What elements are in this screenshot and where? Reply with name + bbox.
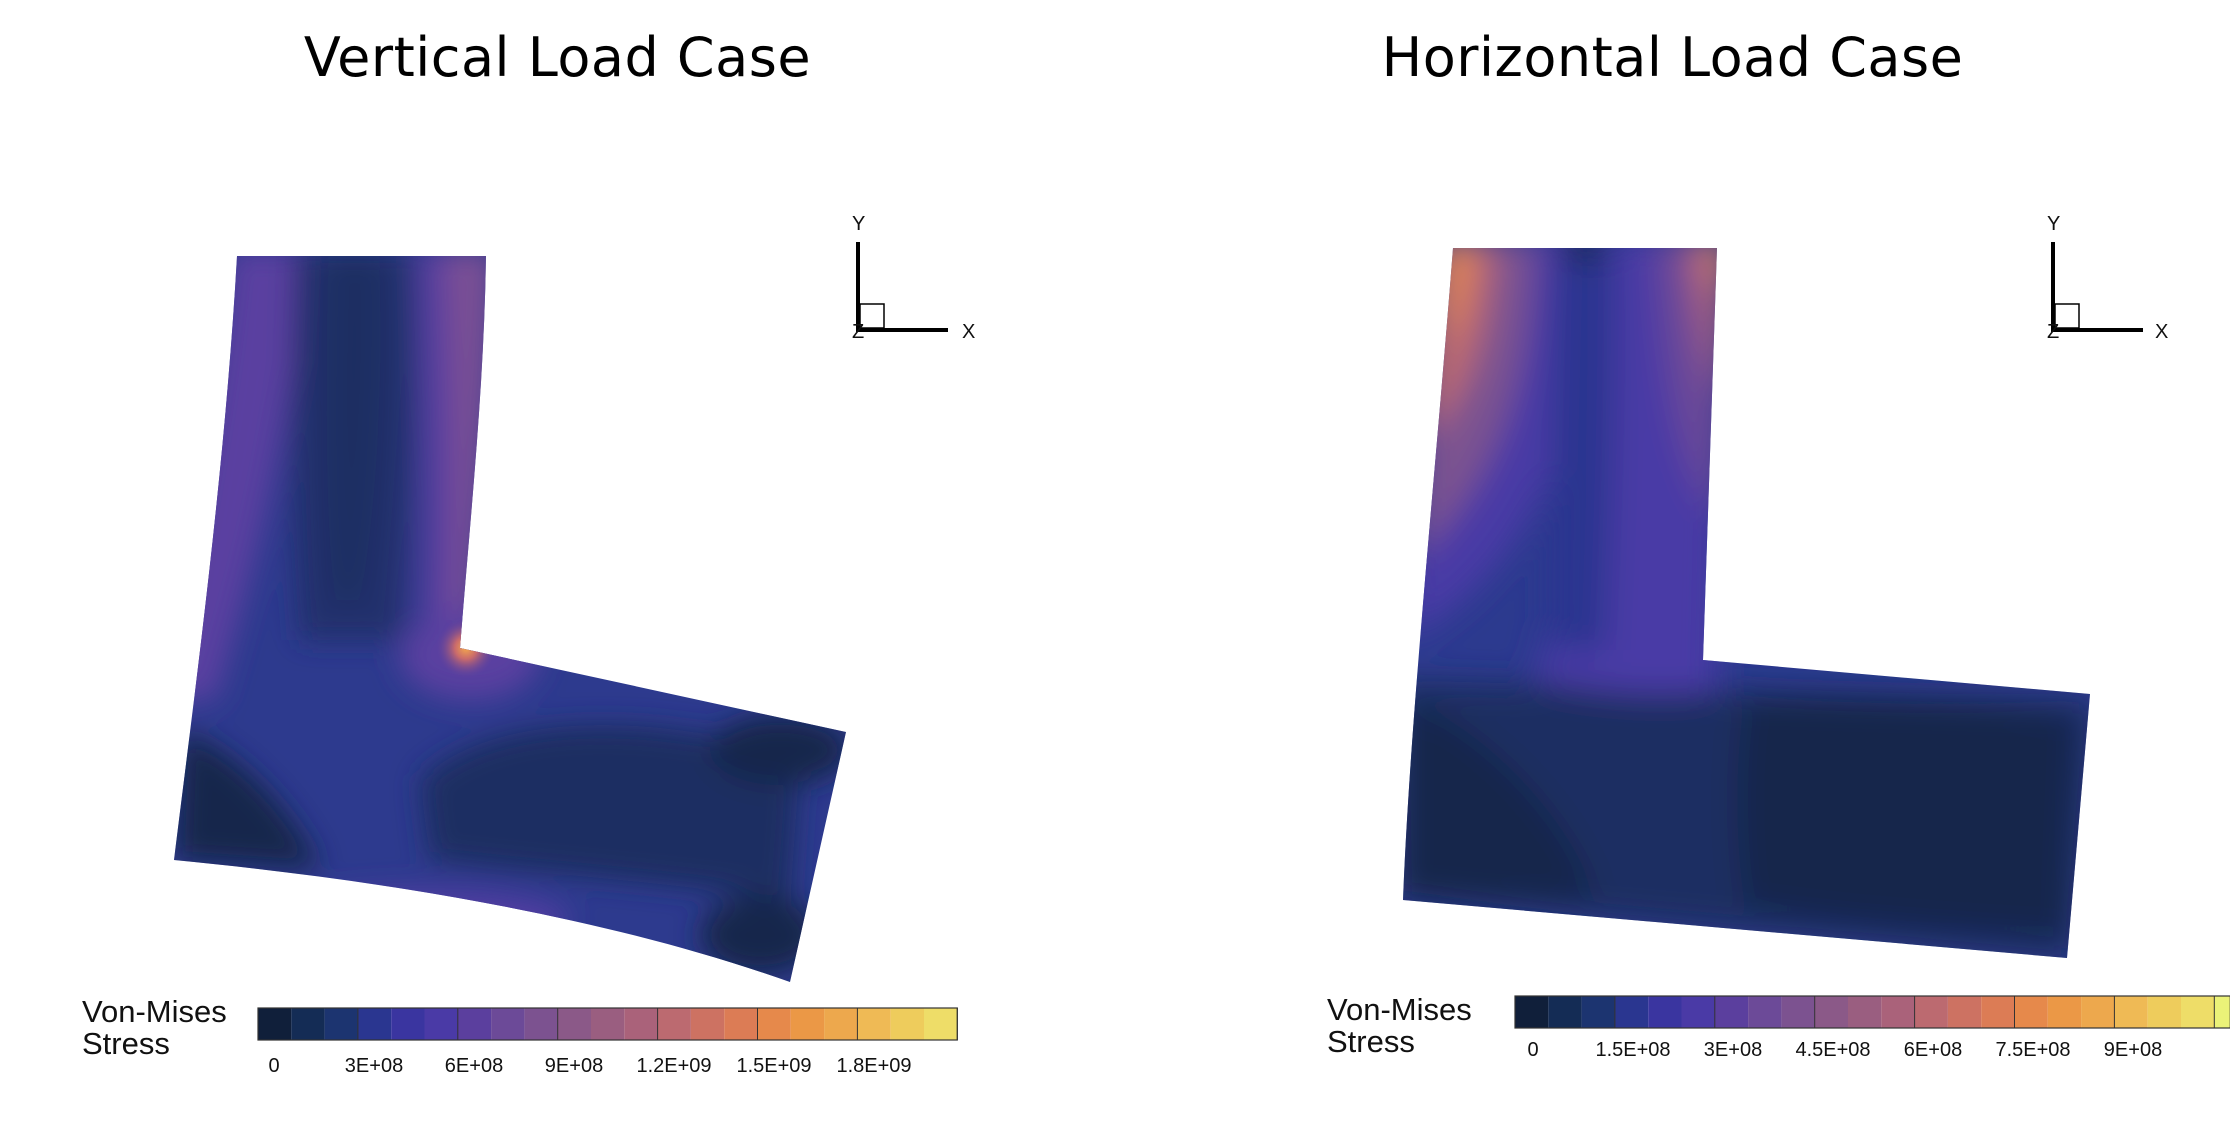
colorbar-swatch — [690, 1008, 725, 1040]
colorbar-swatch — [1648, 996, 1682, 1028]
colorbar-swatch — [724, 1008, 758, 1040]
colorbar-swatch — [624, 1008, 658, 1040]
vertical-stress-field — [174, 256, 846, 982]
colorbar-swatch — [291, 1008, 325, 1040]
colorbar-swatch — [1614, 996, 1649, 1028]
colorbar-swatch — [1748, 996, 1782, 1028]
colorbar-swatch — [1681, 996, 1715, 1028]
legend-title: Von-Mises Stress — [1327, 994, 1472, 1058]
colorbar-swatch — [1881, 996, 1915, 1028]
colorbar-swatch — [857, 1008, 891, 1040]
colorbar-tick: 4.5E+08 — [1795, 1039, 1870, 1061]
colorbar-swatch — [657, 1008, 691, 1040]
colorbar-swatch — [557, 1008, 591, 1040]
colorbar-swatch — [258, 1008, 292, 1040]
z-axis-label: Z — [2047, 321, 2059, 343]
colorbar-tick: 0 — [268, 1055, 279, 1077]
colorbar-swatch — [757, 1008, 791, 1040]
colorbar-swatch — [524, 1008, 558, 1040]
colorbar-swatch — [1714, 996, 1749, 1028]
colorbar-ticks: 0 3E+08 6E+08 9E+08 1.2E+09 1.5E+09 1.8E… — [268, 1055, 911, 1077]
colorbar-tick: 9E+08 — [2104, 1039, 2162, 1061]
colorbar-tick: 1.5E+08 — [1595, 1039, 1670, 1061]
colorbar-swatch — [2081, 996, 2115, 1028]
colorbar-swatch — [2181, 996, 2215, 1028]
y-axis-label: Y — [852, 213, 865, 235]
y-axis-label: Y — [2047, 213, 2060, 235]
colorbar-swatch — [1981, 996, 2015, 1028]
colorbar-swatch — [1914, 996, 1948, 1028]
panel-title: Horizontal Load Case — [1381, 26, 1964, 89]
horizontal-stress-field — [1403, 248, 2090, 958]
colorbar-tick: 1.8E+09 — [836, 1055, 911, 1077]
colorbar-swatch — [591, 1008, 625, 1040]
legend-title-line1: Von-Mises — [82, 994, 227, 1029]
colorbar-tick: 1.2E+09 — [636, 1055, 711, 1077]
colorbar-swatch — [2047, 996, 2082, 1028]
colorbar-tick: 1.5E+09 — [736, 1055, 811, 1077]
colorbar-swatch — [491, 1008, 525, 1040]
colorbar-swatch — [1848, 996, 1882, 1028]
colorbar-swatch — [2114, 996, 2148, 1028]
colorbar-swatch — [1814, 996, 1848, 1028]
colorbar-swatch — [324, 1008, 358, 1040]
colorbar-swatch — [2214, 996, 2230, 1028]
colorbar-swatch — [890, 1008, 924, 1040]
colorbar — [257, 1007, 958, 1041]
colorbar-tick: 6E+08 — [1904, 1039, 1962, 1061]
colorbar-tick: 3E+08 — [345, 1055, 403, 1077]
x-axis-label: X — [962, 321, 975, 343]
vertical-load-panel: Vertical Load Case — [82, 26, 975, 1077]
axis-triad: Y X Z — [2047, 213, 2168, 343]
legend-title: Von-Mises Stress — [82, 996, 227, 1060]
colorbar-tick: 3E+08 — [1704, 1039, 1762, 1061]
colorbar-tick: 0 — [1527, 1039, 1538, 1061]
colorbar-swatch — [790, 1008, 825, 1040]
colorbar-swatch — [457, 1008, 492, 1040]
horizontal-load-panel: Horizontal Load Case — [1115, 0, 2230, 1134]
colorbar-swatch — [1581, 996, 1615, 1028]
colorbar-swatch — [357, 1008, 392, 1040]
colorbar-tick: 9E+08 — [545, 1055, 603, 1077]
axis-triad: Y X Z — [852, 213, 975, 343]
x-axis-label: X — [2155, 321, 2168, 343]
colorbar-ticks: 0 1.5E+08 3E+08 4.5E+08 6E+08 7.5E+08 9E… — [1527, 1039, 2162, 1061]
colorbar-swatch — [1515, 996, 1549, 1028]
colorbar-swatch — [1947, 996, 1982, 1028]
legend-title-line2: Stress — [82, 1026, 170, 1061]
z-axis-label: Z — [852, 321, 864, 343]
legend-title-line2: Stress — [1327, 1024, 1415, 1059]
panel-title: Vertical Load Case — [303, 26, 812, 89]
colorbar-tick: 7.5E+08 — [1995, 1039, 2070, 1061]
horizontal-load-plot: Y X Z 0 1.5E+08 3E+08 4.5E+08 6E+08 7.5E… — [1403, 213, 2230, 1061]
colorbar-swatch — [1548, 996, 1582, 1028]
colorbar-swatch — [1781, 996, 1815, 1028]
vertical-load-plot: Y X Z 0 3E+08 6E+08 9E+08 1.2E+09 1.5E+0… — [174, 213, 975, 1077]
colorbar-swatch — [391, 1008, 425, 1040]
colorbar — [1514, 995, 2230, 1029]
colorbar-swatch — [824, 1008, 858, 1040]
colorbar-swatch — [924, 1008, 958, 1040]
colorbar-swatch — [424, 1008, 458, 1040]
colorbar-swatch — [2014, 996, 2048, 1028]
legend-title-line1: Von-Mises — [1327, 992, 1472, 1027]
colorbar-tick: 6E+08 — [445, 1055, 503, 1077]
colorbar-swatch — [2147, 996, 2181, 1028]
